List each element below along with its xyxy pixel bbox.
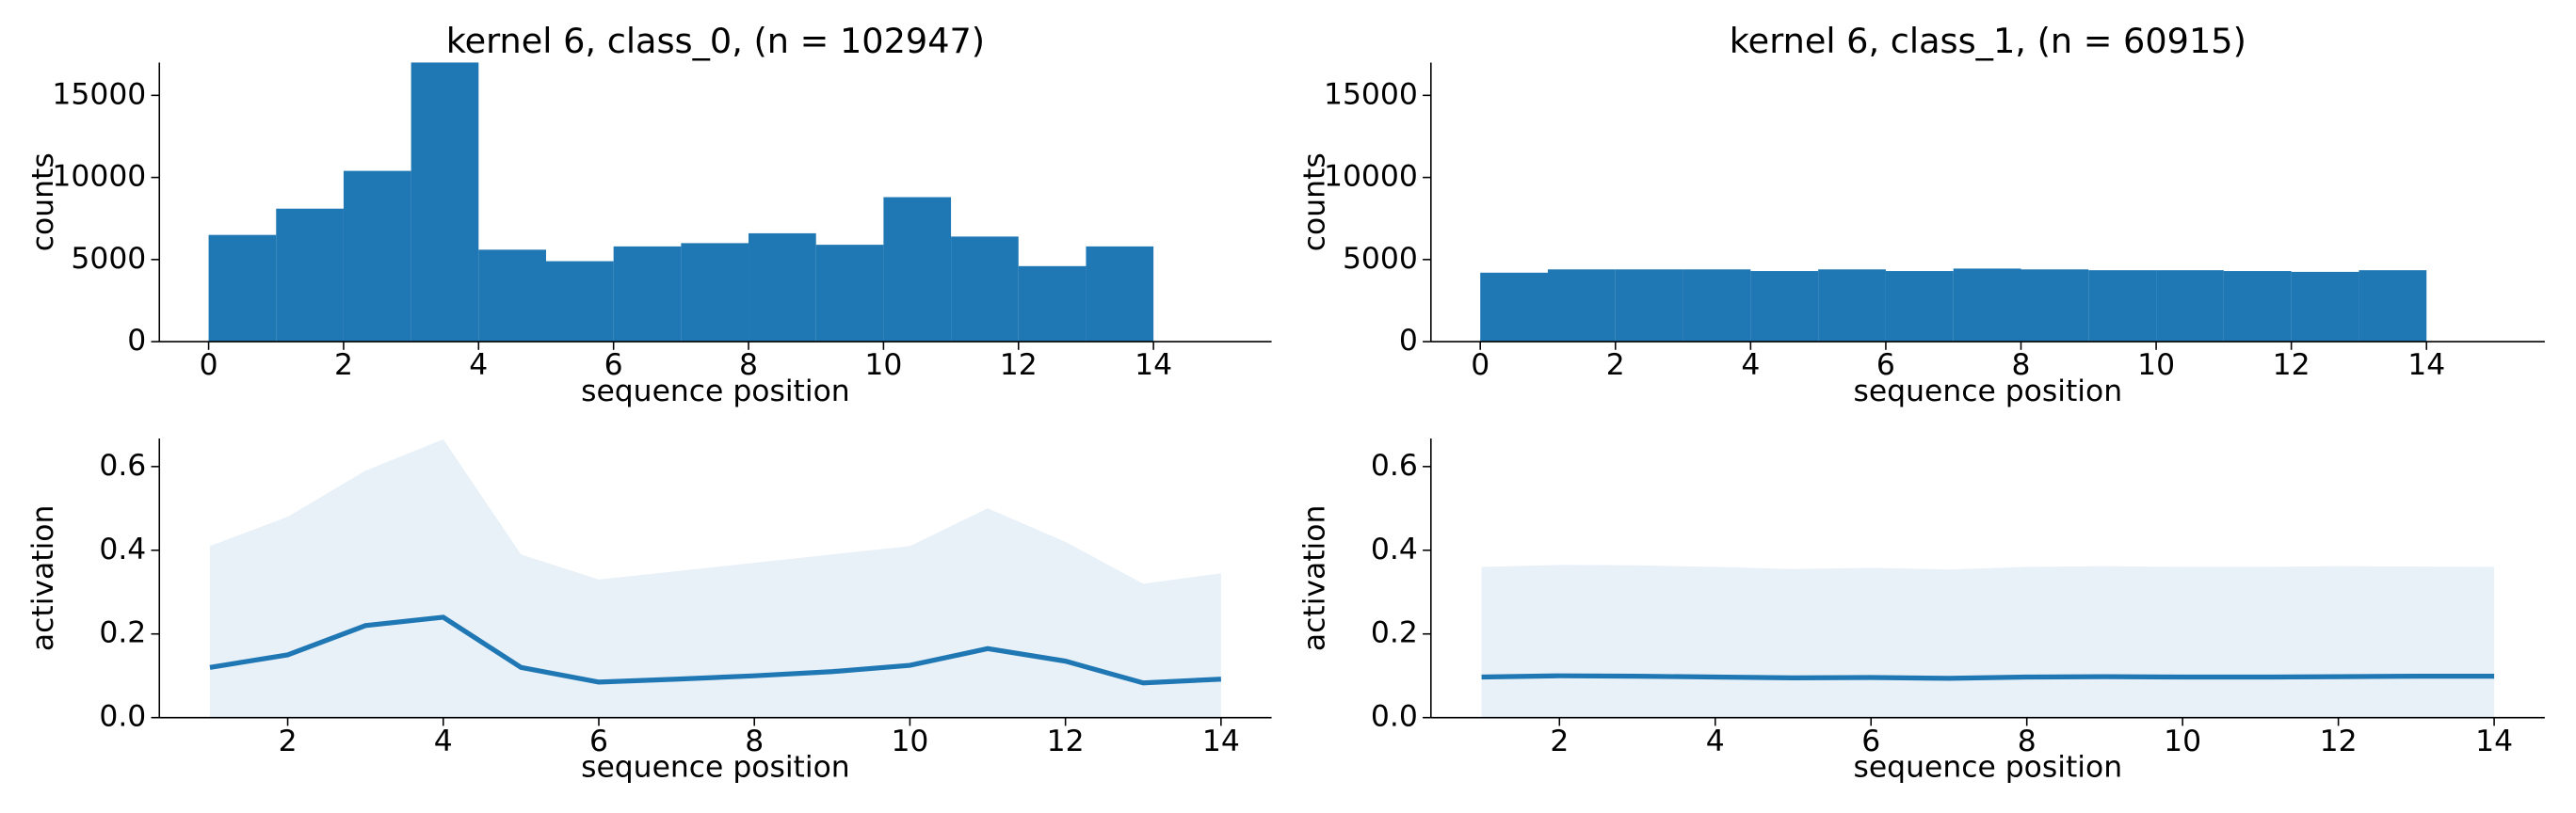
- y-tick-label: 0.6: [1371, 449, 1418, 483]
- bar: [1953, 268, 2021, 343]
- y-tick-label: 15000: [52, 77, 146, 111]
- y-axis-label: activation: [26, 505, 60, 651]
- bar: [1750, 271, 1819, 343]
- x-tick-label: 14: [1135, 348, 1172, 382]
- x-tick-label: 8: [2018, 725, 2037, 758]
- bar: [478, 249, 546, 343]
- bar: [545, 261, 614, 343]
- band: [209, 438, 1221, 718]
- x-tick-label: 4: [469, 348, 488, 382]
- bar: [2291, 271, 2359, 343]
- bar: [1615, 269, 1683, 343]
- y-tick-label: 5000: [1343, 242, 1418, 276]
- x-tick-label: 10: [891, 725, 928, 758]
- y-tick-label: 0: [127, 324, 146, 358]
- y-axis-label: counts: [1298, 152, 1332, 251]
- x-tick-label: 12: [2320, 725, 2358, 758]
- x-tick-label: 10: [864, 348, 902, 382]
- y-axis-label: counts: [26, 152, 60, 251]
- x-tick-label: 2: [334, 348, 353, 382]
- y-tick-label: 0.2: [1371, 616, 1418, 650]
- x-tick-label: 14: [1202, 725, 1240, 758]
- x-tick-label: 8: [745, 725, 764, 758]
- chart-panel: 2 4 6 8 10 12 14 0.0 0.2 0.4 0.6 sequence position a…: [1298, 438, 2545, 785]
- x-tick-label: 8: [739, 348, 758, 382]
- x-tick-label: 0: [1471, 348, 1489, 382]
- bar: [2223, 271, 2292, 343]
- chart-title: kernel 6, class_0, (n = 102947): [446, 21, 985, 61]
- x-tick-label: 2: [1550, 725, 1569, 758]
- bar: [681, 243, 749, 343]
- y-tick-label: 0.4: [99, 533, 146, 566]
- line: [1481, 673, 2495, 681]
- y-tick-label: 0.0: [99, 700, 146, 734]
- x-axis-label: sequence position: [581, 375, 850, 408]
- bar: [343, 170, 411, 343]
- x-tick-label: 4: [1706, 725, 1725, 758]
- bar: [951, 236, 1019, 343]
- bar: [1682, 269, 1751, 343]
- y-tick-label: 0.6: [99, 449, 146, 483]
- bar: [1086, 246, 1154, 343]
- y-tick-label: 10000: [1324, 160, 1418, 194]
- x-tick-label: 12: [1047, 725, 1085, 758]
- chart-panel: 0 2 4 6 8 10 12 14 0 5000 10000 15000 kernel 6, clas…: [1298, 21, 2545, 408]
- x-tick-label: 2: [1606, 348, 1625, 382]
- chart-panel: 0 2 4 6 8 10 12 14 0 5000 10000 15000 kernel 6, clas…: [26, 21, 1272, 408]
- bar: [2088, 270, 2157, 343]
- bar: [2021, 269, 2089, 343]
- line: [209, 614, 1221, 686]
- chart-title: kernel 6, class_1, (n = 60915): [1730, 21, 2246, 61]
- chart-panel: 2 4 6 8 10 12 14 0.0 0.2 0.4 0.6 sequence position a…: [26, 438, 1272, 785]
- bar: [749, 232, 816, 343]
- x-tick-label: 10: [2164, 725, 2201, 758]
- bar: [1818, 269, 1886, 343]
- bar: [208, 234, 277, 343]
- bar: [2359, 270, 2427, 343]
- bar: [411, 62, 479, 343]
- x-tick-label: 14: [2407, 348, 2445, 382]
- x-axis-label: sequence position: [1854, 375, 2123, 408]
- x-tick-label: 12: [2273, 348, 2310, 382]
- y-tick-label: 0: [1399, 324, 1418, 358]
- y-tick-label: 0.2: [99, 616, 146, 650]
- bar: [2156, 270, 2224, 343]
- bar: [883, 197, 952, 343]
- x-tick-label: 12: [1000, 348, 1038, 382]
- bar: [1547, 269, 1616, 343]
- y-tick-label: 5000: [71, 242, 146, 276]
- bar: [276, 208, 344, 343]
- bar: [613, 246, 682, 343]
- y-tick-label: 10000: [52, 160, 146, 194]
- x-tick-label: 4: [434, 725, 453, 758]
- y-axis-label: activation: [1298, 505, 1332, 651]
- bar: [1885, 271, 1954, 343]
- x-axis-label: sequence position: [1854, 751, 2123, 785]
- bar: [1480, 272, 1548, 343]
- bar: [1018, 265, 1087, 343]
- y-tick-label: 0.0: [1371, 700, 1418, 734]
- x-tick-label: 6: [589, 725, 608, 758]
- x-axis-label: sequence position: [581, 751, 850, 785]
- x-tick-label: 6: [1861, 725, 1880, 758]
- x-tick-label: 14: [2475, 725, 2513, 758]
- bar: [815, 245, 884, 343]
- y-tick-label: 15000: [1324, 77, 1418, 111]
- x-tick-label: 0: [200, 348, 218, 382]
- x-tick-label: 2: [279, 725, 298, 758]
- x-tick-label: 6: [1876, 348, 1895, 382]
- x-tick-label: 6: [604, 348, 623, 382]
- band: [1481, 565, 2495, 718]
- x-tick-label: 4: [1741, 348, 1760, 382]
- x-tick-label: 10: [2137, 348, 2175, 382]
- y-tick-label: 0.4: [1371, 533, 1418, 566]
- x-tick-label: 8: [2012, 348, 2031, 382]
